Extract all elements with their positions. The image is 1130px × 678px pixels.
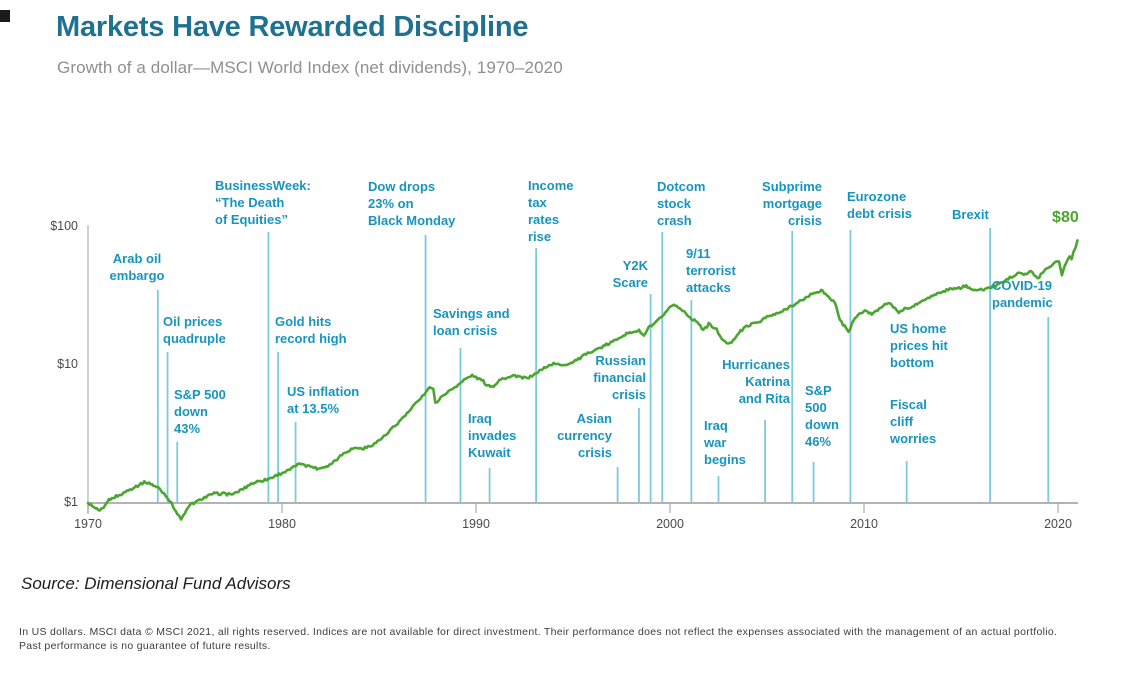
- event-label-eurozone-debt-crisis: Eurozone debt crisis: [847, 189, 913, 221]
- x-tick-label-2020: 2020: [1044, 517, 1072, 531]
- event-label-y2k-scare: Y2K Scare: [612, 258, 648, 290]
- event-label-iraq-war-begins: Iraq war begins: [704, 418, 746, 467]
- corner-mark: [0, 10, 10, 22]
- event-label-russian-financial-crisis: Russian financial crisis: [593, 353, 646, 402]
- y-tick-label-100: $100: [50, 219, 78, 233]
- event-label-brexit: Brexit: [952, 207, 989, 222]
- event-label-businessweek-death-of-equities: BusinessWeek: “The Death of Equities”: [215, 178, 311, 227]
- page-title: Markets Have Rewarded Discipline: [56, 11, 529, 43]
- event-label-arab-oil-embargo: Arab oil embargo: [109, 251, 165, 283]
- event-label-hurricanes-katrina-rita: Hurricanes Katrina and Rita: [722, 357, 790, 406]
- source-note: Source: Dimensional Fund Advisors: [21, 574, 291, 593]
- event-label-savings-loan-crisis: Savings and loan crisis: [433, 306, 510, 338]
- event-label-fiscal-cliff-worries: Fiscal cliff worries: [890, 397, 937, 446]
- disclaimer: In US dollars. MSCI data © MSCI 2021, al…: [19, 625, 1119, 653]
- end-value-label: $80: [1052, 209, 1079, 226]
- disclaimer-line-1: In US dollars. MSCI data © MSCI 2021, al…: [19, 626, 1058, 638]
- x-tick-label-1990: 1990: [462, 517, 490, 531]
- msci-world-series-line: [86, 239, 1079, 521]
- x-tick-label-1970: 1970: [74, 517, 102, 531]
- event-label-sp500-down-43: S&P 500 down 43%: [174, 387, 226, 436]
- event-label-covid-19-pandemic: COVID-19 pandemic: [992, 278, 1053, 310]
- event-label-income-tax-rates-rise: Income tax rates rise: [528, 178, 574, 244]
- event-label-subprime-mortgage-crisis: Subprime mortgage crisis: [762, 179, 822, 228]
- y-tick-label-1: $1: [64, 495, 78, 509]
- event-label-black-monday: Dow drops 23% on Black Monday: [368, 179, 456, 228]
- event-label-dotcom-stock-crash: Dotcom stock crash: [657, 179, 706, 228]
- x-tick-label-2010: 2010: [850, 517, 878, 531]
- event-label-oil-prices-quadruple: Oil prices quadruple: [163, 314, 226, 346]
- event-label-us-home-prices-bottom: US home prices hit bottom: [890, 321, 948, 370]
- x-tick-label-2000: 2000: [656, 517, 684, 531]
- page-subtitle: Growth of a dollar—MSCI World Index (net…: [57, 58, 563, 77]
- y-tick-label-10: $10: [57, 357, 78, 371]
- event-label-gold-record-high: Gold hits record high: [275, 314, 347, 346]
- disclaimer-line-2: Past performance is no guarantee of futu…: [19, 640, 271, 652]
- event-label-september-11-attacks: 9/11 terrorist attacks: [686, 246, 736, 295]
- event-label-sp500-down-46: S&P 500 down 46%: [805, 383, 839, 449]
- event-label-us-inflation-13-5: US inflation at 13.5%: [287, 384, 360, 416]
- event-label-iraq-invades-kuwait: Iraq invades Kuwait: [468, 411, 517, 460]
- x-tick-label-1980: 1980: [268, 517, 296, 531]
- event-label-asian-currency-crisis: Asian currency crisis: [557, 411, 612, 460]
